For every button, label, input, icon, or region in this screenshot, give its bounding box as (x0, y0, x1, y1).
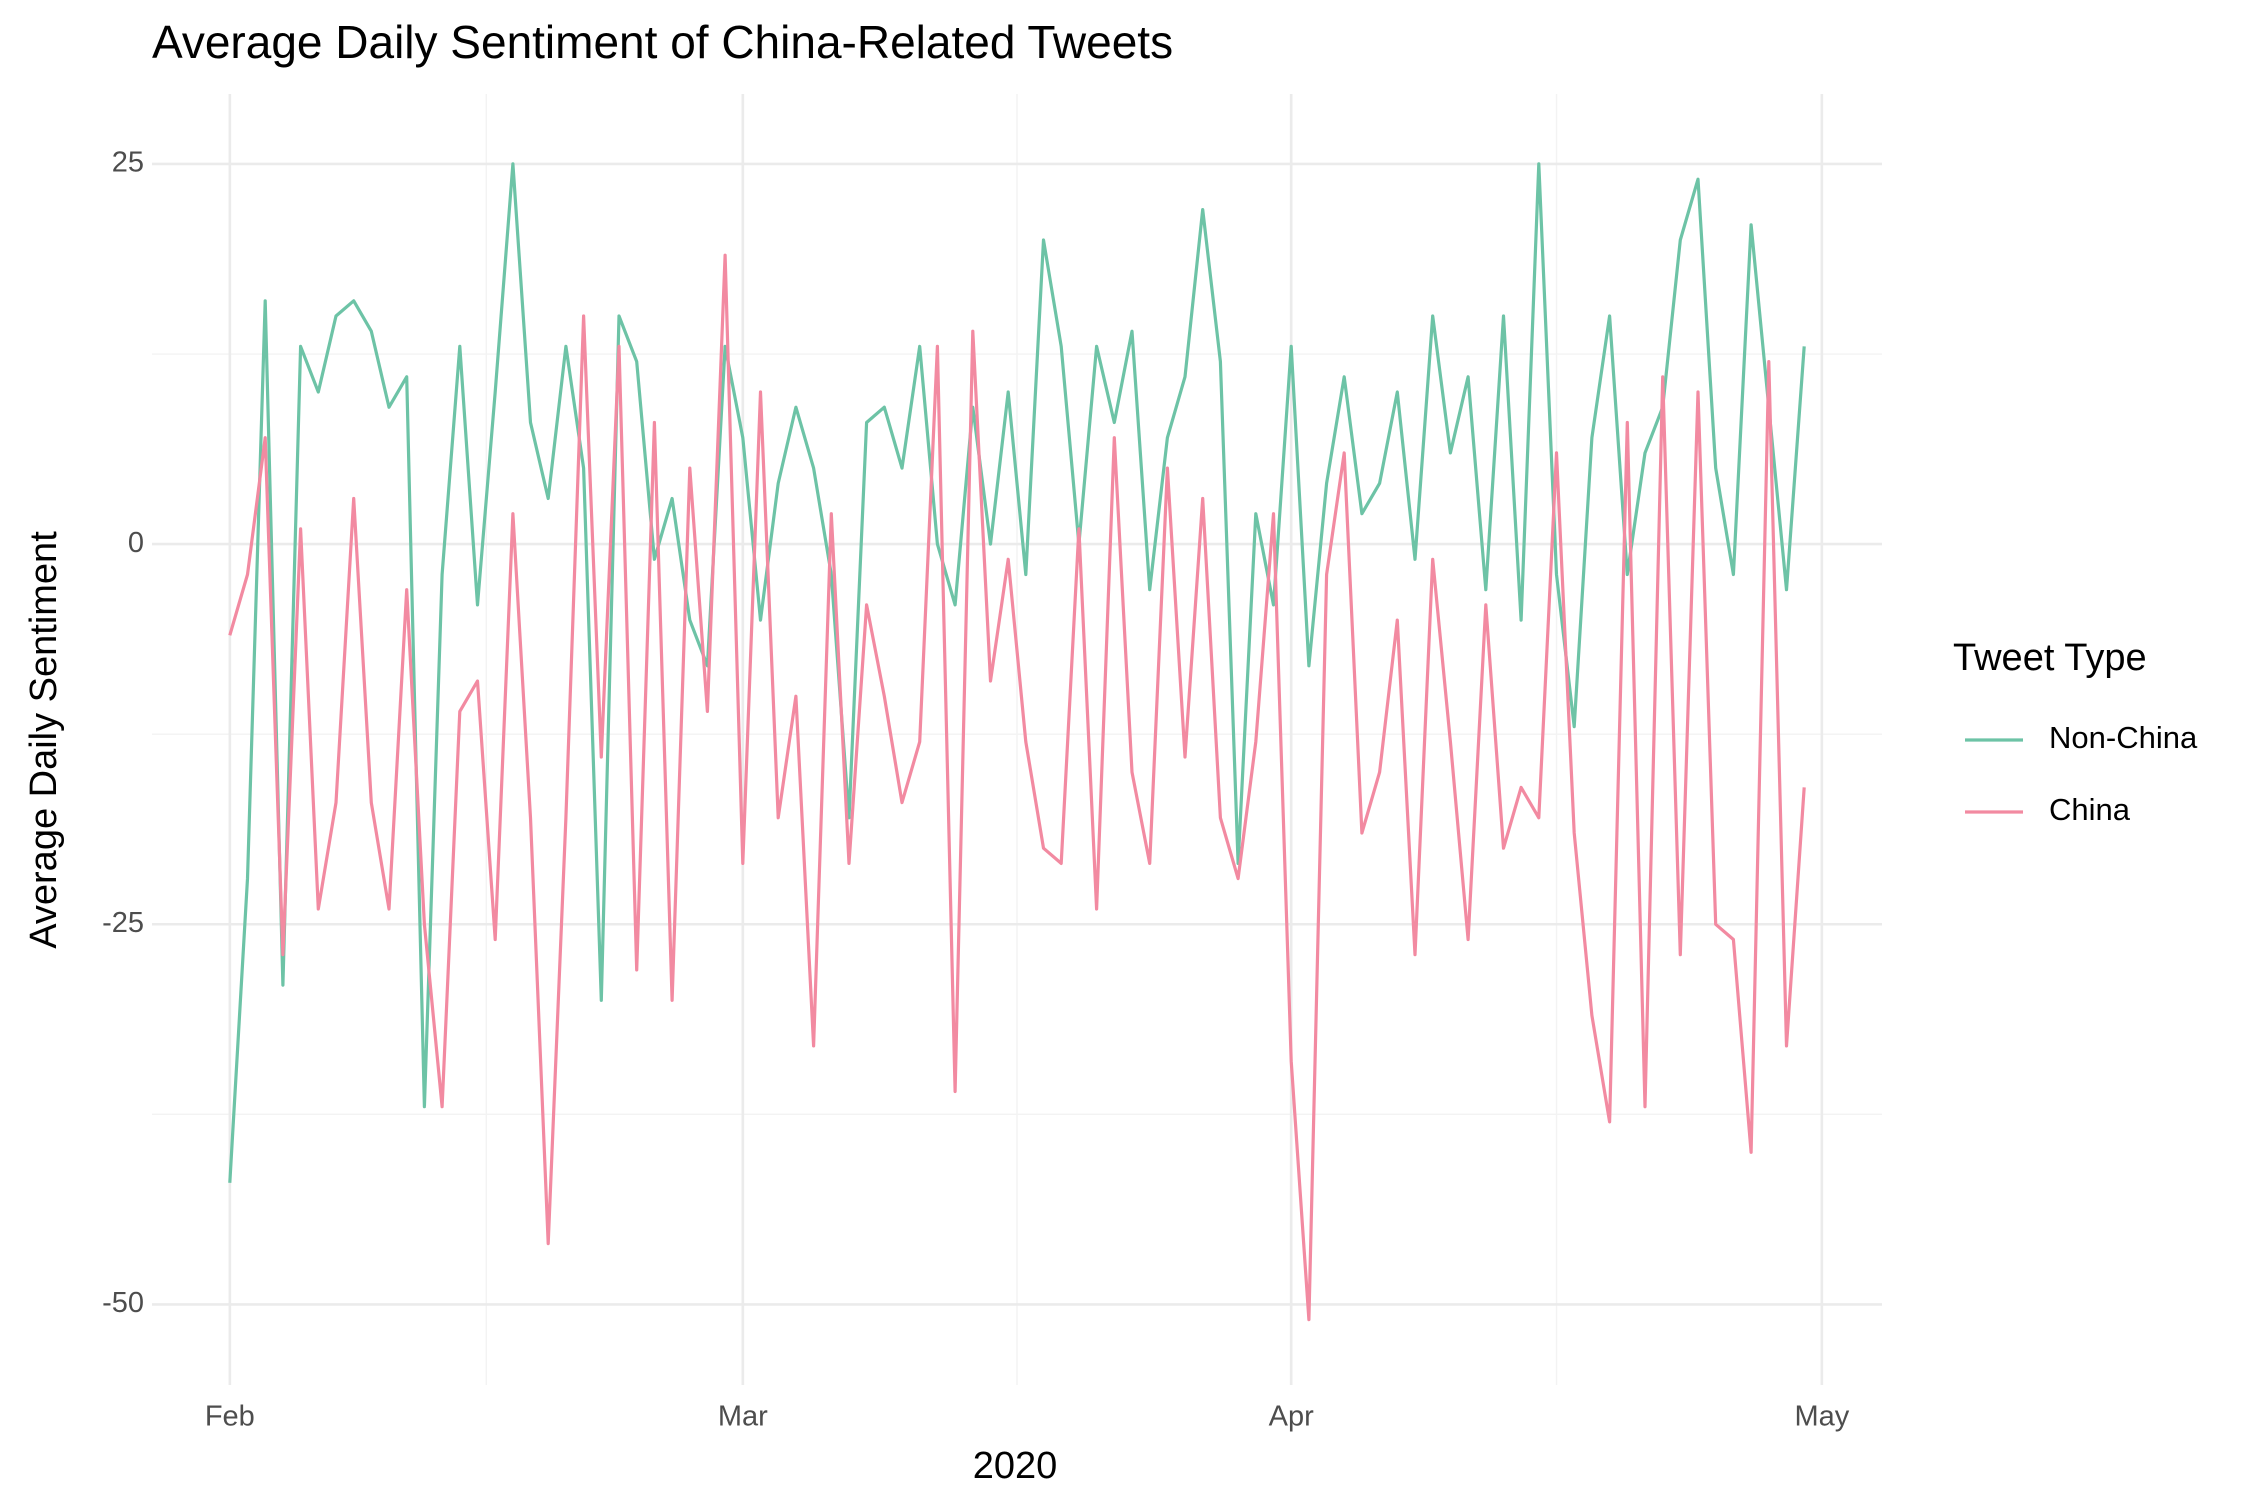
x-tick-label: Feb (205, 1401, 255, 1433)
x-axis-title: 2020 (973, 1445, 1058, 1487)
y-tick-label: 0 (128, 527, 144, 559)
series-line (228, 253, 1806, 1322)
y-tick-label: -50 (102, 1287, 144, 1319)
x-tick-label: Mar (718, 1401, 768, 1433)
chart-title: Average Daily Sentiment of China-Related… (152, 16, 1173, 68)
legend-title: Tweet Type (1953, 637, 2147, 679)
y-axis-title: Average Daily Sentiment (23, 531, 65, 949)
legend-label: China (2049, 792, 2131, 827)
y-tick-label: 25 (112, 147, 144, 179)
x-tick-label: May (1794, 1401, 1849, 1433)
legend-label: Non-China (2049, 720, 2198, 755)
x-tick-label: Apr (1269, 1401, 1314, 1433)
y-tick-label: -25 (102, 907, 144, 939)
series-line (228, 162, 1806, 1183)
grid (152, 94, 1882, 1385)
